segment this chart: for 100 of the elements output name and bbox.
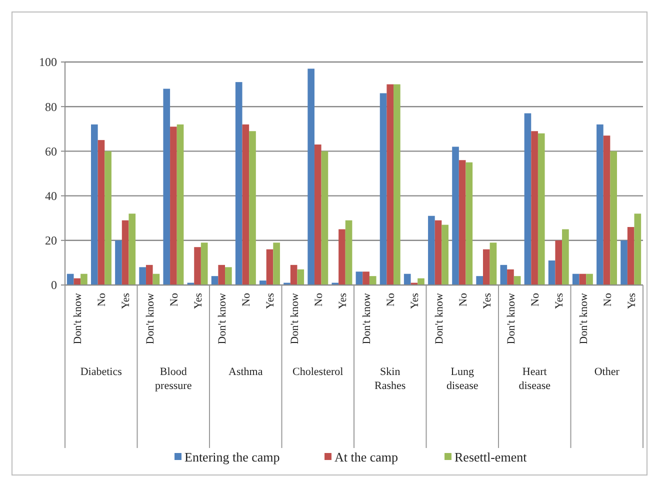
bar <box>345 220 352 285</box>
bar <box>394 84 400 285</box>
bar <box>98 140 105 285</box>
bar <box>170 126 177 285</box>
x-tick-label: Yes <box>554 293 566 310</box>
x-tick-label: Don't know <box>72 292 84 344</box>
bar <box>66 274 74 285</box>
bar <box>91 124 98 285</box>
bar <box>369 276 376 285</box>
legend-label: Entering the camp <box>184 450 280 465</box>
x-tick-label: Yes <box>192 293 204 310</box>
bar <box>356 272 363 285</box>
bar <box>386 84 394 285</box>
bar <box>627 227 634 285</box>
x-tick-label: Yes <box>120 293 132 310</box>
bar <box>418 278 424 285</box>
x-tick-label: No <box>96 292 108 306</box>
bar <box>122 220 129 285</box>
bar <box>634 214 642 285</box>
y-tick-label: 100 <box>39 55 57 70</box>
x-tick-label: Yes <box>409 293 422 310</box>
x-tick-label: No <box>240 292 253 306</box>
bar <box>308 68 314 285</box>
x-tick-label: Yes <box>336 293 349 310</box>
bar <box>242 124 250 285</box>
bar <box>404 274 411 285</box>
bar <box>235 82 242 285</box>
bar <box>548 260 556 285</box>
bar <box>579 274 586 285</box>
bar <box>290 264 298 285</box>
bar <box>531 131 538 285</box>
x-tick-label: Yes <box>626 293 638 310</box>
x-tick-label: No <box>530 292 542 306</box>
text: Diabetics <box>80 366 122 378</box>
x-tick-label: No <box>312 292 325 306</box>
bar <box>200 242 208 285</box>
y-tick-label: 20 <box>45 234 57 248</box>
x-tick-label: Yes <box>481 293 494 310</box>
bar <box>128 214 136 285</box>
bar <box>586 274 593 285</box>
x-tick-label: No <box>385 292 398 306</box>
text: Blood pressure <box>155 366 192 392</box>
bar <box>603 136 610 285</box>
x-tick-label: Don't know <box>216 292 229 344</box>
bar <box>466 162 473 285</box>
bar <box>104 151 112 285</box>
y-tick-label: 0 <box>51 278 57 292</box>
x-tick-label: Don't know <box>506 292 518 344</box>
bar <box>80 274 88 285</box>
bar <box>452 146 459 285</box>
bar <box>500 264 508 285</box>
x-tick-label: Don't know <box>144 292 156 344</box>
bar <box>314 144 322 285</box>
bar <box>176 124 184 285</box>
bar <box>482 249 490 285</box>
text: Cholesterol <box>292 366 344 378</box>
bar <box>266 249 274 285</box>
bar <box>115 240 122 285</box>
text: Lung disease <box>446 366 478 392</box>
bar <box>218 264 226 285</box>
bar <box>442 224 448 285</box>
bar <box>362 272 370 285</box>
bar <box>620 240 628 285</box>
x-tick-label: Don't know <box>288 292 301 344</box>
bar <box>273 242 280 285</box>
bar <box>225 267 232 285</box>
x-tick-label: Don't know <box>433 292 446 344</box>
bar <box>476 276 483 285</box>
bar <box>338 229 346 285</box>
bar <box>514 276 521 285</box>
text: Asthma <box>228 366 263 378</box>
y-tick-label: 60 <box>45 144 57 158</box>
bar <box>524 113 532 285</box>
bar <box>321 151 328 285</box>
text: Heart disease <box>518 366 551 392</box>
bar <box>194 247 201 285</box>
x-tick-label: No <box>457 292 470 306</box>
x-tick-label: Yes <box>264 293 277 310</box>
bar <box>507 269 514 285</box>
legend-label: At the camp <box>334 450 398 465</box>
bar <box>211 276 218 285</box>
x-tick-label: No <box>602 292 614 306</box>
y-tick-label: 80 <box>45 100 57 114</box>
x-tick-label: No <box>168 292 180 306</box>
bar <box>555 240 562 285</box>
bar <box>572 274 580 285</box>
bar <box>490 242 497 285</box>
bar <box>249 131 256 285</box>
bar <box>538 133 545 285</box>
bar <box>152 274 160 285</box>
bar <box>139 267 146 285</box>
bar <box>428 216 435 285</box>
bar <box>434 220 442 285</box>
bar <box>380 93 387 285</box>
bar <box>163 88 170 285</box>
text: Other <box>594 366 620 378</box>
x-tick-label: Don't know <box>361 292 374 344</box>
bar <box>562 229 569 285</box>
bar <box>458 160 466 285</box>
bar <box>596 124 604 285</box>
